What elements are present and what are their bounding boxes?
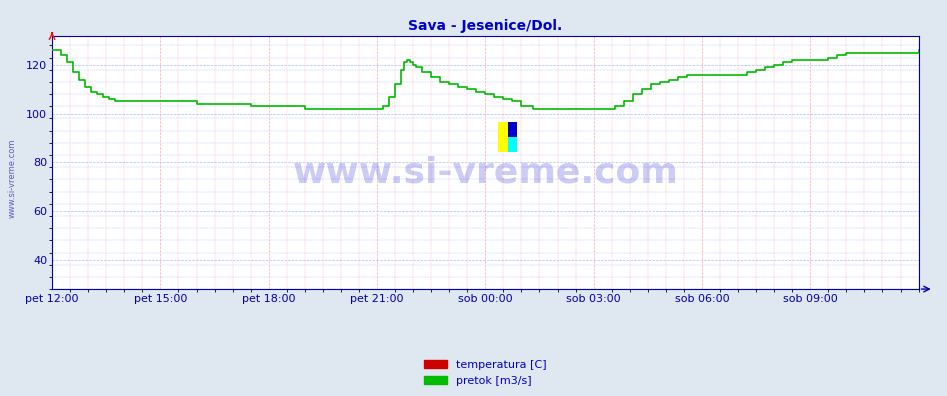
Title: Sava - Jesenice/Dol.: Sava - Jesenice/Dol.	[408, 19, 563, 33]
Text: www.si-vreme.com: www.si-vreme.com	[293, 156, 678, 190]
Legend: temperatura [C], pretok [m3/s]: temperatura [C], pretok [m3/s]	[420, 356, 550, 390]
FancyBboxPatch shape	[508, 122, 517, 137]
Text: www.si-vreme.com: www.si-vreme.com	[8, 139, 17, 218]
FancyBboxPatch shape	[508, 137, 517, 152]
FancyBboxPatch shape	[498, 122, 508, 152]
